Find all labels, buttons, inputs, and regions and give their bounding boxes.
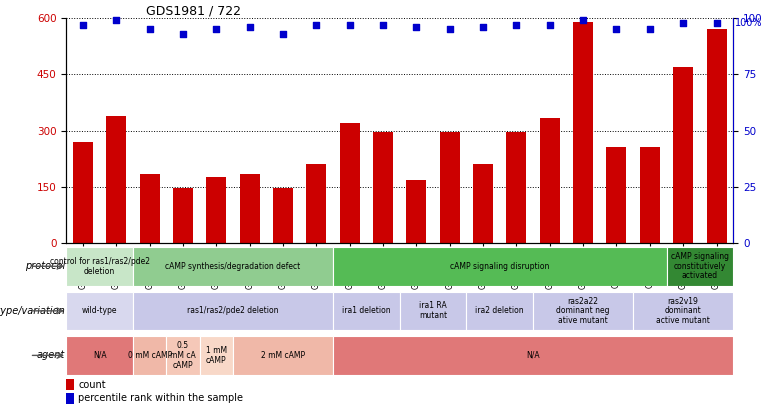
Bar (66, 247, 133, 286)
Point (444, 26, 456, 33)
Bar (540, 117, 560, 243)
Bar (200, 336, 233, 375)
Point (711, 19, 723, 26)
Point (577, 17, 590, 24)
Bar (133, 292, 333, 330)
Text: control for ras1/ras2/pde2
deletion: control for ras1/ras2/pde2 deletion (50, 257, 150, 276)
Text: percentile rank within the sample: percentile rank within the sample (78, 393, 243, 403)
Bar (273, 188, 293, 243)
Bar (707, 30, 726, 243)
Text: ras2a22
dominant neg
ative mutant: ras2a22 dominant neg ative mutant (556, 296, 610, 325)
Text: cAMP signaling disruption: cAMP signaling disruption (450, 262, 549, 271)
Bar (333, 336, 733, 375)
Bar (607, 147, 626, 243)
Point (144, 26, 156, 33)
Text: cAMP signaling
constitutively
activated: cAMP signaling constitutively activated (671, 252, 729, 281)
Text: N/A: N/A (93, 351, 106, 360)
Point (243, 24, 256, 30)
Bar (66, 292, 133, 330)
Text: 0 mM cAMP: 0 mM cAMP (128, 351, 172, 360)
Bar (373, 132, 393, 243)
Bar (173, 188, 193, 243)
Text: cAMP synthesis/degradation defect: cAMP synthesis/degradation defect (165, 262, 300, 271)
Bar (207, 177, 226, 243)
Point (610, 26, 622, 33)
Text: ira1 RA
mutant: ira1 RA mutant (419, 301, 447, 320)
Bar (73, 142, 93, 243)
Bar (673, 67, 693, 243)
Bar (440, 132, 459, 243)
Text: 0.5
mM cA
cAMP: 0.5 mM cA cAMP (170, 341, 196, 370)
Bar (399, 292, 466, 330)
Point (644, 26, 656, 33)
Text: count: count (78, 379, 106, 390)
Bar (340, 123, 360, 243)
Point (510, 22, 523, 28)
Bar (133, 247, 333, 286)
Bar (66, 393, 74, 404)
Text: protocol: protocol (25, 261, 65, 271)
Point (410, 24, 423, 30)
Point (277, 31, 289, 37)
Bar (573, 22, 593, 243)
Text: 2 mM cAMP: 2 mM cAMP (261, 351, 305, 360)
Point (76, 22, 89, 28)
Bar (640, 147, 660, 243)
Bar (466, 292, 533, 330)
Bar (333, 292, 399, 330)
Text: ras2v19
dominant
active mutant: ras2v19 dominant active mutant (656, 296, 710, 325)
Bar (333, 247, 666, 286)
Text: GDS1981 / 722: GDS1981 / 722 (147, 4, 241, 17)
Text: ira1 deletion: ira1 deletion (342, 306, 391, 315)
Text: wild-type: wild-type (82, 306, 118, 315)
Point (544, 22, 556, 28)
Bar (66, 379, 74, 390)
Bar (239, 174, 260, 243)
Bar (66, 336, 133, 375)
Text: ras1/ras2/pde2 deletion: ras1/ras2/pde2 deletion (187, 306, 278, 315)
Bar (106, 115, 126, 243)
Bar (406, 180, 427, 243)
Bar (133, 336, 166, 375)
Bar (533, 292, 633, 330)
Text: genotype/variation: genotype/variation (0, 306, 65, 316)
Point (677, 19, 690, 26)
Bar (166, 336, 200, 375)
Bar (506, 132, 526, 243)
Text: 100%: 100% (735, 18, 762, 28)
Bar (633, 292, 733, 330)
Bar (666, 247, 733, 286)
Bar (473, 164, 493, 243)
Point (210, 26, 222, 33)
Point (177, 31, 190, 37)
Point (477, 24, 489, 30)
Text: 1 mM
cAMP: 1 mM cAMP (206, 346, 227, 365)
Text: N/A: N/A (526, 351, 540, 360)
Point (343, 22, 356, 28)
Bar (140, 174, 160, 243)
Text: ira2 deletion: ira2 deletion (476, 306, 524, 315)
Point (310, 22, 323, 28)
Bar (307, 164, 326, 243)
Bar (233, 336, 333, 375)
Point (110, 17, 122, 24)
Point (377, 22, 389, 28)
Text: agent: agent (37, 350, 65, 360)
